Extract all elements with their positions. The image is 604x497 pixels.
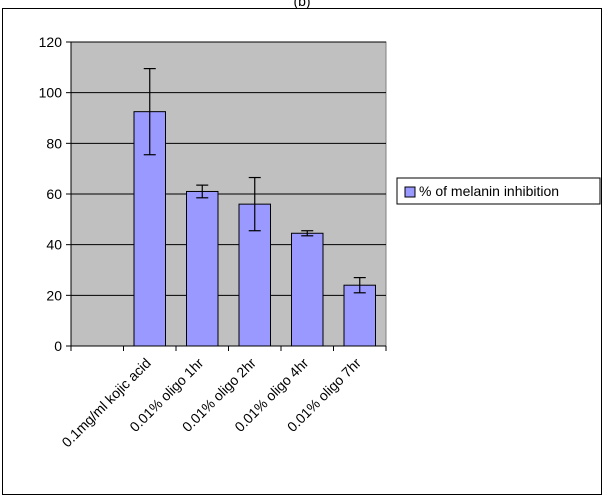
legend: % of melanin inhibition [396,177,601,205]
y-tick-label: 40 [46,237,62,253]
y-tick-label: 100 [39,85,63,101]
bar [186,190,219,347]
bar [291,232,324,347]
chart-title: (b) [293,0,310,9]
y-axis-ticks: 0 20 40 60 80 100 120 [39,34,71,354]
y-tick-label: 60 [46,186,62,202]
y-tick-label: 120 [39,34,63,50]
error-bar [301,230,314,237]
legend-label: % of melanin inhibition [419,183,559,199]
error-bar [353,277,366,294]
error-bar [143,67,156,156]
legend-swatch [404,186,416,198]
error-bar [248,176,261,232]
y-tick-label: 80 [46,135,62,151]
error-bar [196,184,209,199]
error-bars [143,67,366,294]
y-tick-label: 0 [54,338,62,354]
gridlines [71,41,386,296]
y-tick-label: 20 [46,287,62,303]
bar [343,284,376,347]
legend-box [396,177,601,205]
